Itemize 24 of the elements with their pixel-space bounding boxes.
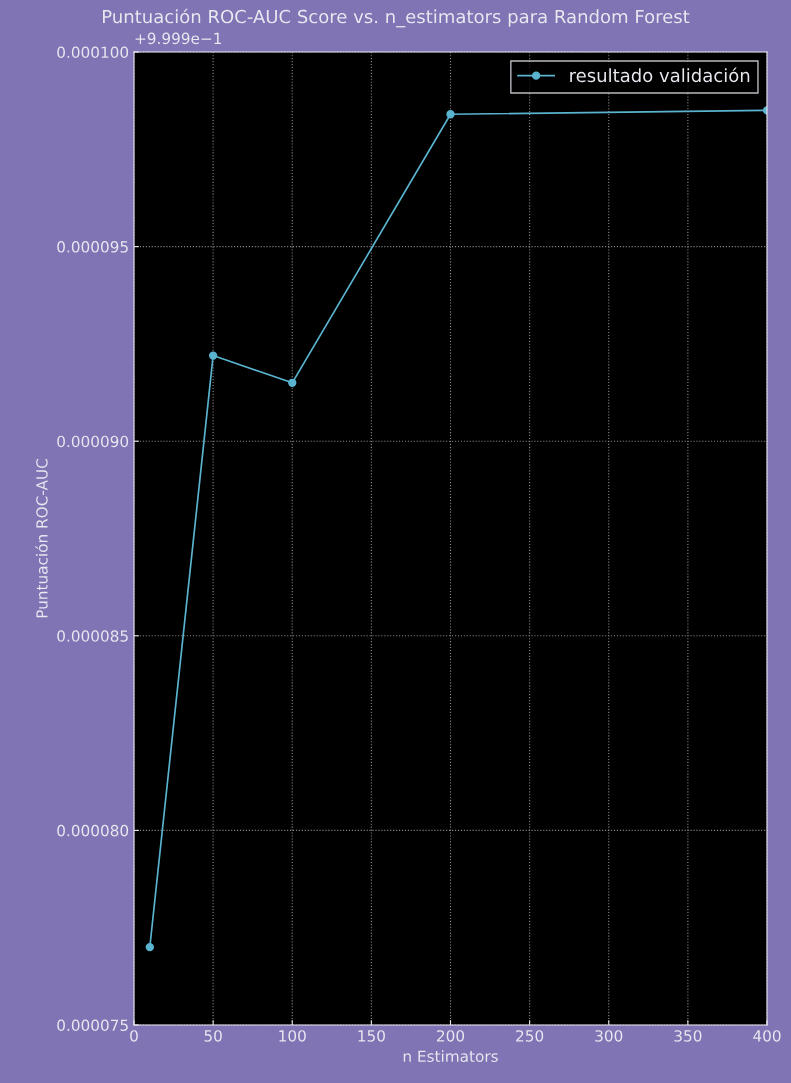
x-tick-label: 50: [204, 1030, 222, 1042]
x-tick-label: 300: [595, 1030, 623, 1042]
x-tick-label: 0: [130, 1030, 138, 1042]
x-axis-title: n Estimators: [403, 1050, 498, 1063]
point: [145, 942, 154, 952]
point: [288, 378, 297, 387]
y-tick-label: 0.000080: [57, 824, 129, 837]
x-tick-label: 150: [358, 1030, 385, 1042]
point: [446, 110, 455, 119]
y-tick-label: 0.000100: [57, 46, 129, 59]
y-tick-label: 0.000090: [57, 435, 129, 448]
x-tick-label: 350: [674, 1030, 702, 1042]
y-tick-label: 0.000095: [57, 241, 128, 253]
legend-label: resultado validación: [570, 67, 750, 83]
y-tick-label: 0.000085: [57, 630, 128, 642]
x-tick-label: 200: [437, 1030, 465, 1042]
x-tick-label: 400: [753, 1030, 781, 1042]
x-tick-label: 100: [279, 1030, 306, 1042]
y-axis-title: Puntuación ROC-AUC: [35, 459, 48, 618]
chart-title: Puntuación ROC-AUC Score vs. n_estimators para Random Forest: [103, 8, 690, 28]
x-tick-label: 250: [516, 1030, 544, 1042]
point: [208, 351, 218, 360]
text: +9.999e−1: [135, 32, 222, 45]
y-tick-label: 0.000075: [57, 1019, 128, 1032]
